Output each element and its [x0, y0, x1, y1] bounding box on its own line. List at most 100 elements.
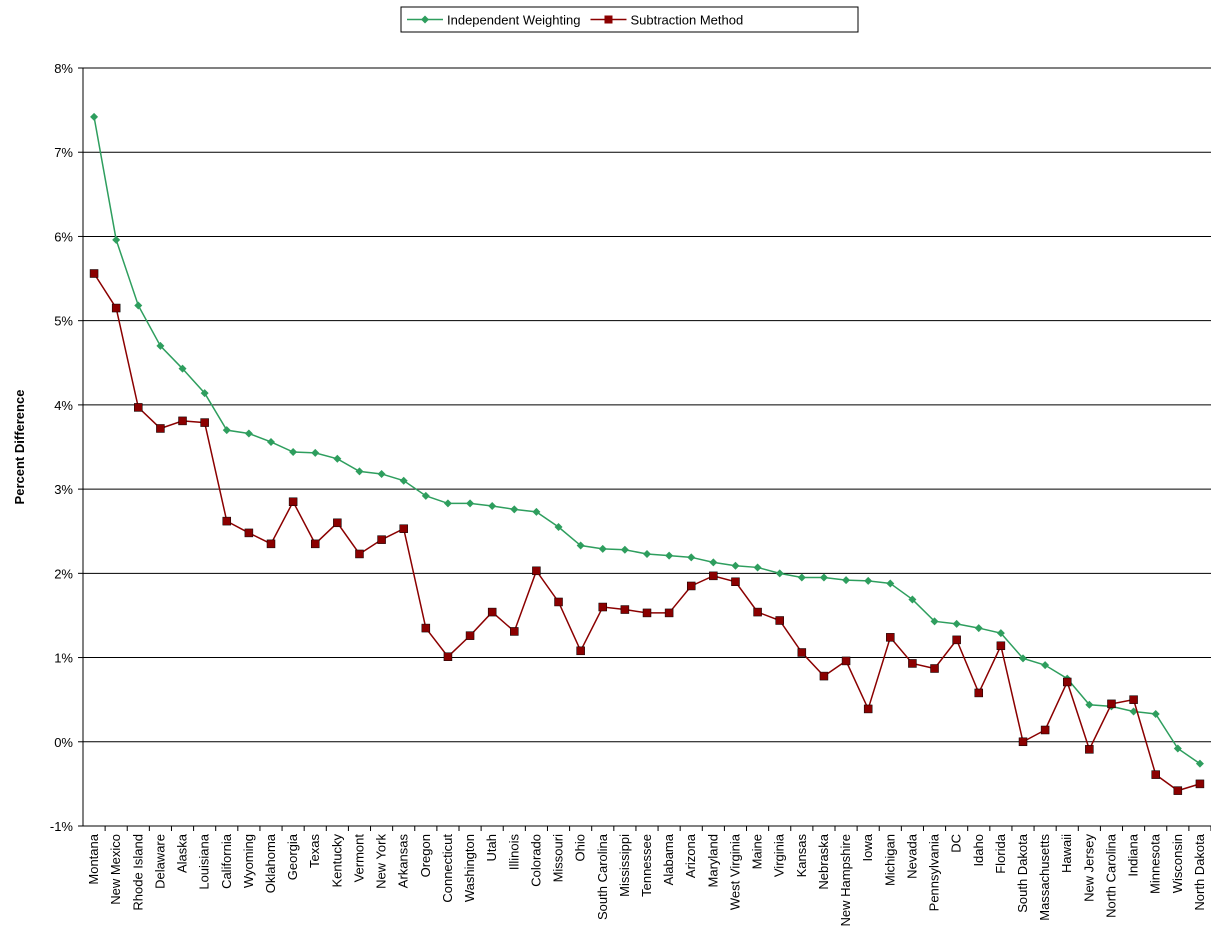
point [355, 467, 364, 476]
point [643, 549, 651, 558]
point [200, 389, 209, 398]
point [996, 641, 1006, 651]
point [156, 341, 165, 350]
point [399, 476, 408, 485]
series [90, 112, 1204, 768]
point [1151, 709, 1160, 718]
x-tick-label: Arkansas [396, 834, 411, 889]
y-tick-label: 4% [54, 398, 73, 413]
line [93, 273, 1201, 792]
point [1151, 770, 1160, 779]
x-tick-label: Vermont [351, 834, 366, 883]
x-tick-label: South Dakota [1015, 833, 1030, 913]
point [289, 448, 298, 457]
point [1195, 759, 1204, 768]
x-tick-label: Maryland [705, 834, 720, 887]
point [399, 524, 408, 533]
x-tick-label: Ohio [573, 834, 588, 861]
x-tick-label: Texas [307, 834, 322, 868]
point [576, 541, 585, 550]
x-tick-label: Wisconsin [1170, 834, 1185, 893]
point [156, 424, 165, 433]
y-tick-label: 7% [54, 145, 73, 160]
point [886, 633, 895, 642]
x-tick-label: Idaho [971, 834, 986, 867]
point [377, 469, 386, 478]
point [908, 595, 917, 604]
point [620, 545, 629, 554]
x-tick-label: Alabama [661, 833, 676, 885]
x-tick-label: Hawaii [1059, 834, 1074, 873]
x-tick-label: Louisiana [197, 833, 212, 889]
point [421, 623, 431, 633]
point [1041, 661, 1050, 670]
point [753, 563, 762, 572]
point [200, 418, 209, 427]
x-tick-label: Minnesota [1148, 833, 1163, 894]
x-tick-label: Montana [86, 833, 101, 884]
x-tick-label: Nevada [904, 833, 919, 879]
point [797, 648, 807, 657]
point [841, 656, 851, 666]
point [443, 499, 452, 508]
point [686, 581, 696, 591]
point [731, 561, 740, 570]
x-tick-label: Arizona [683, 833, 698, 878]
x-tick-label: Maine [750, 834, 765, 869]
x-tick-label: Oklahoma [263, 833, 278, 893]
point [996, 629, 1005, 638]
point [664, 608, 674, 618]
y-tick-label: -1% [50, 819, 74, 834]
x-tick-label: Nebraska [816, 833, 831, 889]
x-tick-label: Delaware [152, 834, 167, 889]
point [1062, 677, 1072, 687]
legend-label: Subtraction Method [630, 13, 743, 28]
x-tick-label: Iowa [860, 833, 875, 861]
x-tick-label: Virginia [772, 833, 787, 877]
point [1129, 695, 1138, 704]
point [731, 577, 740, 587]
legend-marker [421, 15, 429, 24]
point [532, 507, 541, 516]
point [510, 505, 519, 514]
x-tick-label: West Virginia [727, 833, 742, 910]
point [886, 579, 895, 588]
point [642, 608, 652, 618]
point [1195, 779, 1205, 789]
point [311, 448, 320, 457]
y-tick-label: 3% [54, 482, 73, 497]
point [709, 558, 718, 567]
point [554, 523, 563, 532]
point [510, 627, 519, 636]
x-tick-label: California [219, 833, 234, 889]
point [620, 605, 630, 614]
point [930, 664, 939, 673]
y-tick-label: 1% [54, 651, 73, 666]
x-tick-label: Oregon [418, 834, 433, 877]
point [863, 704, 873, 714]
point [687, 553, 696, 562]
legend-marker [604, 15, 613, 24]
legend-label: Independent Weighting [447, 13, 580, 28]
x-tick-label: Alaska [175, 833, 190, 873]
y-tick-label: 2% [54, 566, 73, 581]
point [222, 516, 232, 526]
point [178, 364, 187, 373]
legend-box [400, 6, 859, 33]
point [576, 646, 585, 656]
point [819, 573, 828, 582]
point [554, 597, 563, 607]
point [797, 573, 806, 582]
x-tick-label: Wyoming [241, 834, 256, 888]
point [355, 549, 364, 559]
y-tick-label: 0% [54, 735, 73, 750]
y-tick-label: 5% [54, 314, 73, 329]
point [1085, 745, 1094, 754]
point [89, 269, 99, 278]
point [443, 652, 453, 661]
point [134, 403, 143, 412]
point [134, 301, 143, 310]
x-tick-label: Indiana [1126, 833, 1141, 876]
x-tick-label: Florida [993, 833, 1008, 874]
